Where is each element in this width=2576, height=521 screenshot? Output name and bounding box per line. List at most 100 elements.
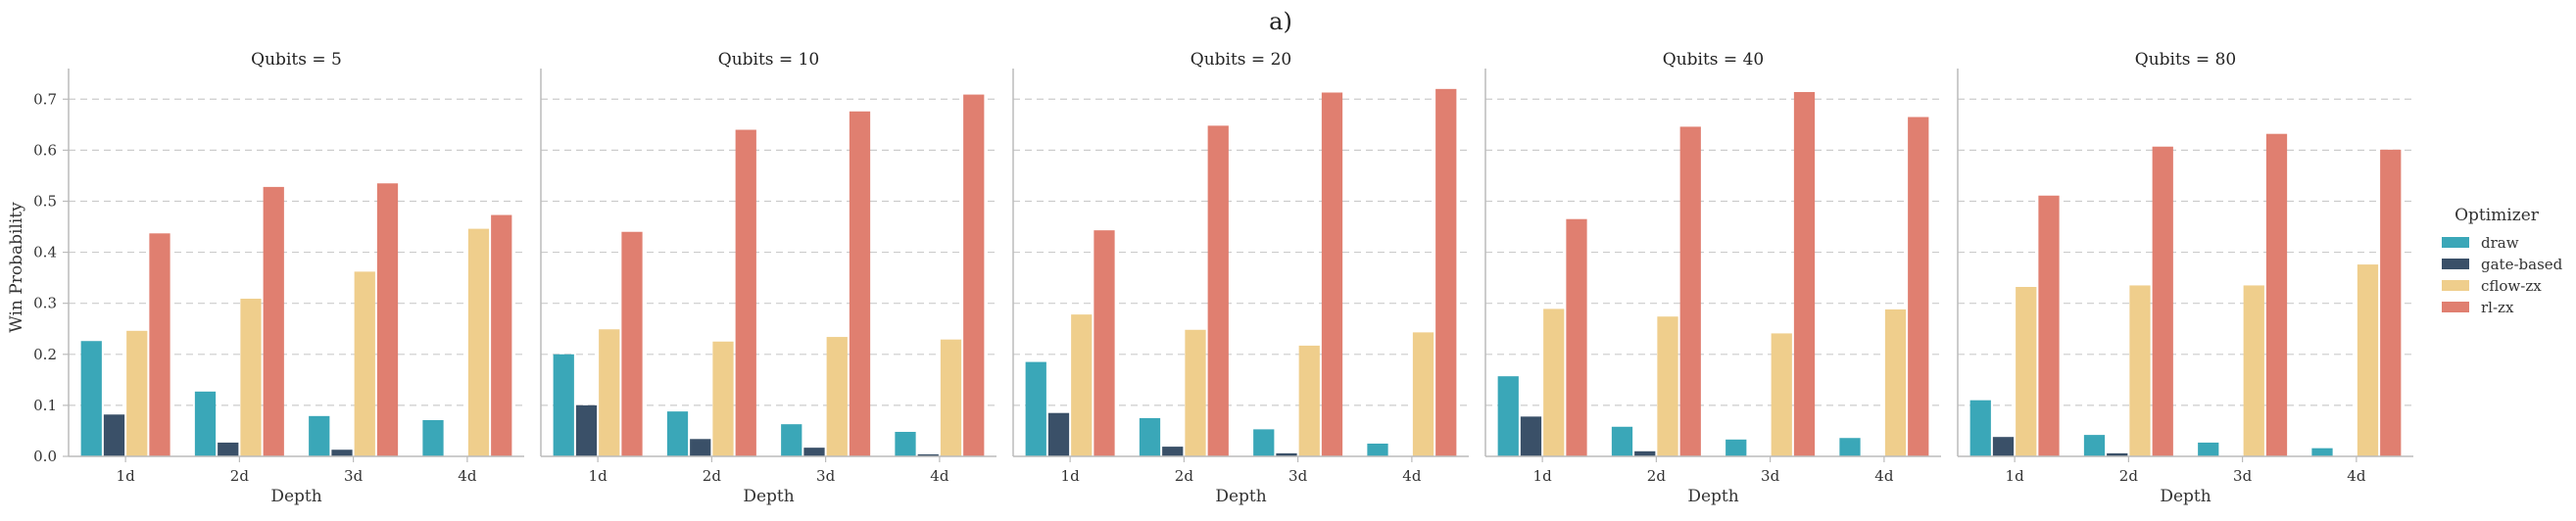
panel-4-bar-draw-3d (1725, 439, 1747, 456)
panel-4-bar-rl-zx-4d (1908, 117, 1929, 456)
panel-3-bar-rl-zx-2d (1207, 125, 1229, 456)
legend-title: Optimizer (2454, 206, 2540, 225)
panel-1-bar-rl-zx-2d (263, 186, 284, 456)
panel-4-xtick-label-1d: 1d (1533, 467, 1553, 485)
panel-5-xtick-label-2d: 2d (2119, 467, 2139, 485)
panel-2-title: Qubits = 10 (718, 50, 819, 70)
panel-2-bar-cflow-zx-2d (712, 341, 734, 456)
panel-2-bar-rl-zx-1d (621, 231, 643, 456)
panel-3-bar-rl-zx-3d (1321, 92, 1343, 456)
panel-2-bar-cflow-zx-4d (940, 339, 962, 456)
legend-label-rl-zx: rl-zx (2481, 299, 2514, 316)
panel-4-bar-draw-1d (1497, 376, 1519, 456)
panel-1-xtick-label-4d: 4d (458, 467, 477, 485)
panel-4-bar-rl-zx-2d (1679, 126, 1701, 456)
panel-2-bar-draw-3d (781, 424, 802, 456)
panel-5-bar-gate-based-1d (1992, 437, 2015, 456)
panel-1-bar-draw-4d (422, 420, 444, 456)
panel-1-bar-draw-2d (194, 391, 217, 456)
panel-1-xtick-label-3d: 3d (344, 467, 364, 485)
panel-3-bar-cflow-zx-2d (1185, 329, 1206, 456)
panel-3-xtick-label-3d: 3d (1288, 467, 1308, 485)
panel-1-bar-rl-zx-1d (149, 233, 170, 456)
panel-3-bar-gate-based-3d (1276, 452, 1297, 456)
panel-3-bar-draw-1d (1025, 361, 1046, 456)
panel-1-bar-draw-1d (80, 341, 102, 456)
panel-3-xtick-label-2d: 2d (1175, 467, 1194, 485)
panel-5-bar-draw-1d (1969, 400, 1991, 456)
panel-5-bar-cflow-zx-1d (2016, 287, 2037, 456)
panel-1-bar-rl-zx-3d (376, 183, 399, 456)
panel-2-bar-gate-based-1d (575, 404, 598, 456)
panel-4-bar-draw-2d (1611, 426, 1633, 456)
panel-1-xtick-label-1d: 1d (117, 467, 136, 485)
panel-2-xlabel: Depth (743, 487, 794, 506)
panel-3-xlabel: Depth (1215, 487, 1266, 506)
panel-1-bar-cflow-zx-4d (467, 228, 490, 456)
panel-5-bar-draw-2d (2083, 435, 2106, 456)
panel-5-bar-rl-zx-2d (2152, 146, 2173, 456)
panel-4-xtick-label-4d: 4d (1874, 467, 1894, 485)
panel-1-bar-gate-based-2d (218, 442, 239, 456)
panel-3-bar-cflow-zx-1d (1071, 314, 1093, 456)
panel-3-bar-gate-based-1d (1047, 412, 1070, 456)
panel-1-bar-cflow-zx-3d (354, 271, 375, 456)
ytick-label-4: 0.4 (33, 244, 57, 261)
panel-2-xtick-label-4d: 4d (930, 467, 949, 485)
panel-1-bar-cflow-zx-2d (240, 298, 262, 456)
panel-4-title: Qubits = 40 (1663, 50, 1764, 70)
panel-5-bar-rl-zx-4d (2380, 149, 2402, 457)
panel-4-bar-cflow-zx-1d (1543, 308, 1565, 456)
legend-swatch-draw (2442, 237, 2469, 248)
ytick-label-5: 0.5 (33, 192, 57, 210)
panel-5-xtick-label-4d: 4d (2347, 467, 2366, 485)
panel-3-xtick-label-4d: 4d (1402, 467, 1422, 485)
ytick-label-7: 0.7 (33, 90, 57, 108)
panel-2-bar-rl-zx-4d (963, 94, 985, 457)
panel-5-bar-rl-zx-3d (2265, 133, 2288, 456)
legend-label-cflow-zx: cflow-zx (2481, 277, 2542, 295)
panel-2-xtick-label-2d: 2d (703, 467, 722, 485)
panel-4-xlabel: Depth (1687, 487, 1738, 506)
legend-swatch-cflow-zx (2442, 280, 2469, 291)
panel-5-bar-draw-4d (2311, 448, 2333, 456)
panel-4-bar-draw-4d (1839, 438, 1861, 456)
panel-5-xtick-label-3d: 3d (2233, 467, 2253, 485)
panel-3-bar-cflow-zx-4d (1412, 332, 1434, 456)
panel-1-bar-gate-based-1d (103, 414, 125, 456)
panel-5-bar-draw-3d (2198, 442, 2219, 456)
panel-5-xlabel: Depth (2160, 487, 2211, 506)
panel-5-xtick-label-1d: 1d (2006, 467, 2025, 485)
panel-5-bar-cflow-zx-2d (2129, 285, 2151, 456)
ytick-label-3: 0.3 (33, 295, 57, 312)
panel-1-xtick-label-2d: 2d (230, 467, 250, 485)
panel-4-bar-rl-zx-3d (1793, 91, 1816, 457)
panel-2-bar-rl-zx-3d (849, 111, 871, 456)
legend-swatch-rl-zx (2442, 302, 2469, 312)
panel-5-bar-rl-zx-1d (2038, 195, 2060, 456)
panel-2-bar-gate-based-3d (803, 448, 825, 456)
panel-1-bar-rl-zx-4d (491, 214, 512, 456)
panel-5-bar-gate-based-2d (2107, 452, 2128, 456)
panel-2-bar-cflow-zx-3d (826, 337, 848, 456)
panel-4-bar-cflow-zx-3d (1771, 333, 1792, 456)
panel-4-bar-cflow-zx-4d (1884, 308, 1907, 456)
panel-5-title: Qubits = 80 (2135, 50, 2236, 70)
panel-3-bar-rl-zx-1d (1094, 230, 1115, 456)
panel-5-bar-cflow-zx-3d (2243, 285, 2264, 456)
panel-2-bar-draw-1d (553, 354, 574, 456)
ytick-label-0: 0.0 (33, 448, 57, 465)
suptitle: a) (1269, 8, 1292, 35)
panel-2-xtick-label-1d: 1d (589, 467, 608, 485)
panel-4-xtick-label-2d: 2d (1647, 467, 1667, 485)
panel-3-title: Qubits = 20 (1191, 50, 1291, 70)
panel-3-bar-cflow-zx-3d (1298, 345, 1320, 456)
panel-2-bar-draw-2d (666, 411, 689, 456)
ylabel: Win Probability (7, 202, 26, 333)
ytick-label-1: 0.1 (33, 397, 57, 414)
legend-swatch-gate-based (2442, 259, 2469, 269)
panel-3-bar-draw-4d (1367, 443, 1388, 456)
panel-1-xlabel: Depth (270, 487, 321, 506)
